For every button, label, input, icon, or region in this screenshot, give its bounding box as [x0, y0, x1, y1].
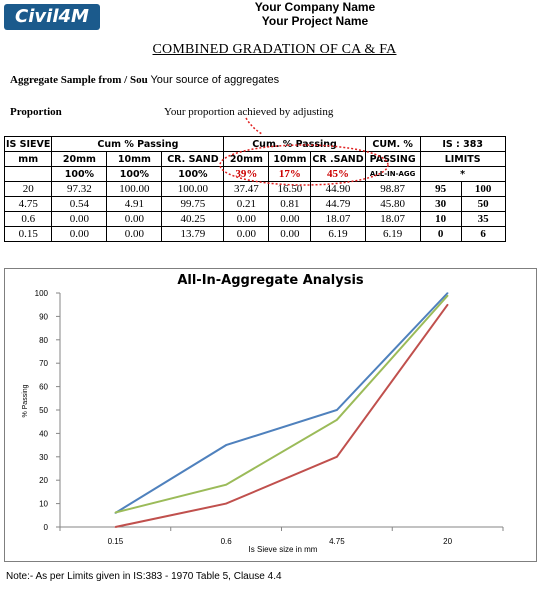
series-3-point — [225, 502, 227, 505]
y-tick-label: 40 — [39, 429, 48, 438]
value-cell: 0.00 — [51, 211, 108, 227]
chart-axes: 0 10 20 30 40 50 60 70 80 90 100 0.15 0.6 4.75 20 — [35, 289, 504, 546]
x-tick-label: 0.6 — [221, 537, 233, 546]
proportion-label: Proportion — [10, 106, 62, 118]
sieve-cell: 4.75 — [3, 196, 53, 212]
value-cell: 40.25 — [161, 211, 225, 227]
chart-panel: All-In-Aggregate Analysis 0 10 20 30 40 50 60 7… — [4, 268, 537, 562]
y-axis-label: % Passing — [22, 384, 29, 417]
series-line-3 — [115, 304, 449, 528]
chart-title: All-In-Aggregate Analysis — [177, 273, 364, 288]
series-2-point — [114, 511, 117, 514]
total-cell: 98.87 — [364, 181, 421, 197]
proportion-10mm[interactable]: 17% — [268, 166, 312, 182]
value-cell: 0.00 — [268, 211, 312, 227]
limit-high-cell: 35 — [460, 211, 506, 227]
value-cell: 18.07 — [310, 211, 366, 227]
civil4m-logo: Civil4M — [4, 4, 100, 30]
y-tick-label: 70 — [39, 359, 48, 368]
all-in-aggregate-chart: 0 10 20 30 40 50 60 70 80 90 100 0.15 0.6 4.75 20 % Pa… — [22, 289, 504, 554]
value-cell: 37.47 — [223, 181, 270, 197]
sample-value: Your source of aggregates — [150, 74, 280, 86]
sample-label: Aggregate Sample from / Sou — [10, 74, 148, 86]
y-tick-label: 20 — [39, 476, 48, 485]
col-sieve-header: IS SIEVE — [3, 136, 53, 152]
y-tick-label: 30 — [39, 453, 48, 462]
sieve-cell: 0.6 — [3, 211, 53, 227]
value-cell: 0.00 — [106, 226, 163, 242]
value-cell: 0.00 — [106, 211, 163, 227]
series-1-point — [336, 409, 338, 411]
x-tick-label: 20 — [443, 537, 452, 546]
gradation-table: IS SIEVE Cum % Passing Cum. % Passing CU… — [3, 136, 506, 242]
value-cell: 100.00 — [161, 181, 225, 197]
chart-series — [114, 292, 449, 528]
table-row: 0.15 0.00 0.00 13.79 0.00 0.00 6.19 6.19… — [3, 226, 506, 242]
series-2-point — [446, 294, 449, 297]
series-3-point — [336, 456, 338, 458]
sieve-cell: 0.15 — [3, 226, 53, 242]
limit-low-cell: 0 — [419, 226, 462, 242]
company-name: Your Company Name — [254, 0, 376, 14]
y-tick-label: 100 — [35, 289, 49, 298]
value-cell: 13.79 — [161, 226, 225, 242]
y-tick-label: 60 — [39, 383, 48, 392]
value-cell: 44.79 — [310, 196, 366, 212]
value-cell: 0.00 — [223, 211, 270, 227]
limit-low-cell: 10 — [419, 211, 462, 227]
value-cell: 0.00 — [223, 226, 270, 242]
value-cell: 6.19 — [310, 226, 366, 242]
proportion-callout-annotation — [219, 117, 389, 186]
series-3-point — [446, 303, 449, 306]
table-row: 4.75 0.54 4.91 99.75 0.21 0.81 44.79 45.… — [3, 196, 506, 212]
series-2-point — [336, 419, 338, 421]
y-tick-label: 0 — [44, 523, 49, 532]
value-cell: 0.00 — [268, 226, 312, 242]
y-tick-label: 10 — [39, 500, 48, 509]
footnote: Note:- As per Limits given in IS:383 - 1… — [6, 571, 282, 582]
total-cell: 6.19 — [364, 226, 421, 242]
header-block: Your Company Name Your Project Name — [200, 0, 430, 28]
series-3-point — [114, 526, 117, 528]
project-name: Your Project Name — [261, 14, 369, 28]
value-cell: 100.00 — [106, 181, 163, 197]
y-tick-label: 80 — [39, 336, 48, 345]
limit-high-cell: 6 — [460, 226, 506, 242]
value-cell: 99.75 — [161, 196, 225, 212]
callout-ellipse — [219, 144, 389, 186]
callout-pointer — [245, 117, 263, 135]
series-line-2 — [115, 294, 449, 514]
page-title: COMBINED GRADATION OF CA & FA — [152, 42, 397, 57]
x-tick-label: 4.75 — [329, 537, 345, 546]
x-tick-label: 0.15 — [108, 537, 124, 546]
y-tick-label: 50 — [39, 406, 48, 415]
table-row: 0.6 0.00 0.00 40.25 0.00 0.00 18.07 18.0… — [3, 211, 506, 227]
series-1-point — [446, 292, 449, 294]
sample-source: Aggregate Sample from / Sou Your source … — [10, 74, 279, 86]
series-1-point — [225, 444, 227, 446]
series-2-point — [225, 483, 227, 486]
total-cell: 18.07 — [364, 211, 421, 227]
proportion-note: Your proportion achieved by adjusting — [164, 106, 334, 118]
y-tick-label: 90 — [39, 312, 48, 321]
series-line-1 — [114, 292, 449, 514]
x-axis-label: Is Sieve size in mm — [249, 545, 318, 554]
value-cell: 0.00 — [51, 226, 108, 242]
